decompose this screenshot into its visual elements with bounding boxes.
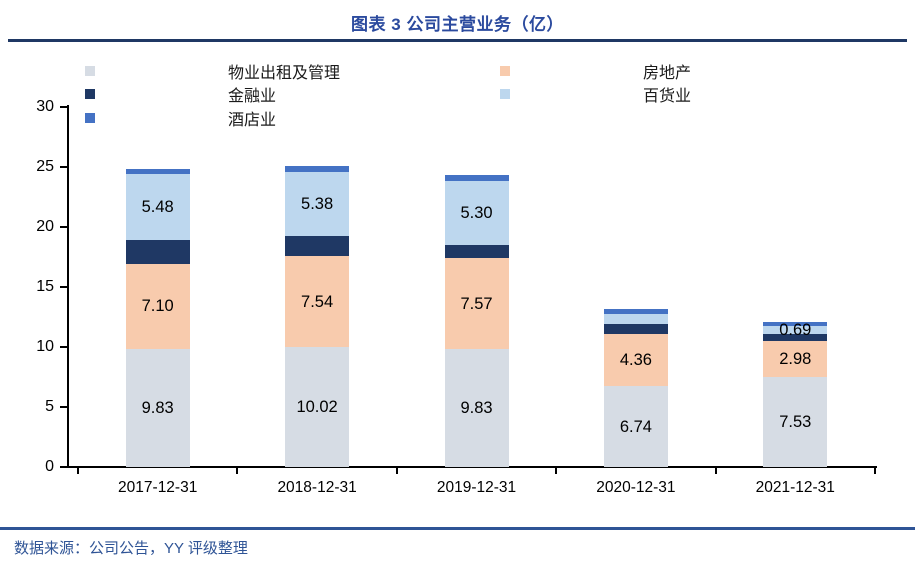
bar-segment xyxy=(603,333,668,387)
legend-swatch-icon xyxy=(500,65,510,76)
x-axis-tick xyxy=(874,468,876,474)
bar-segment xyxy=(444,258,509,350)
bar-segment-value-label: 5.30 xyxy=(460,204,493,223)
bar-segment xyxy=(603,324,668,334)
y-axis-tick-label: 10 xyxy=(36,338,54,355)
data-source-text: 数据来源：公司公告，YY 评级整理 xyxy=(14,540,248,557)
x-axis-tick xyxy=(77,468,79,474)
y-axis-tick-label: 25 xyxy=(36,158,54,175)
bar-segment xyxy=(125,174,190,240)
legend-item: 房地产 xyxy=(500,59,845,83)
legend-item: 金融业 xyxy=(85,83,500,107)
legend-item: 物业出租及管理 xyxy=(85,59,500,83)
bar-segment xyxy=(763,376,828,467)
bar-segment xyxy=(763,334,828,341)
y-axis-tick xyxy=(60,466,67,468)
bar-segment-value-label: 4.36 xyxy=(619,350,652,369)
x-axis-category-label: 2020-12-31 xyxy=(596,479,676,496)
bar-segment xyxy=(125,349,190,467)
plot-area: 0 5 10 15 20 25 30 9.83 7.10 5.48 2017-12-31 10.02 7… xyxy=(36,98,877,496)
bar-segment-value-label: 5.48 xyxy=(141,197,174,216)
x-axis-tick xyxy=(395,468,398,474)
legend-swatch-icon xyxy=(500,89,510,100)
bar-segment-value-label: 7.57 xyxy=(460,294,493,313)
bar-segment-value-label: 9.83 xyxy=(141,399,174,418)
x-axis-category-label: 2021-12-31 xyxy=(755,479,835,496)
legend-item: 百货业 xyxy=(500,83,845,107)
bar-segment xyxy=(444,181,509,245)
bar-segment xyxy=(444,349,509,467)
legend-label: 百货业 xyxy=(643,88,692,106)
x-axis-tick xyxy=(714,468,717,474)
y-axis-tick xyxy=(60,286,67,288)
bar-segment xyxy=(125,263,190,350)
y-axis-tick-label: 5 xyxy=(45,398,54,415)
legend-swatch-icon xyxy=(85,89,95,100)
y-axis-line xyxy=(67,105,69,468)
bar-segment xyxy=(603,314,668,325)
bar-segment-value-label: 9.83 xyxy=(460,399,493,418)
y-axis-tick xyxy=(60,166,67,168)
chart-title: 图表 3 公司主营业务（亿） xyxy=(351,15,564,34)
bar-segment xyxy=(444,174,509,182)
y-axis-tick xyxy=(60,346,67,348)
bar-segment-value-label: 5.38 xyxy=(301,195,334,214)
bar-segment-value-label: 7.10 xyxy=(141,297,174,316)
x-axis-tick xyxy=(555,468,558,474)
legend-swatch-icon xyxy=(85,65,95,76)
y-axis-tick-label: 30 xyxy=(36,98,54,115)
bar-segment xyxy=(763,340,828,377)
bar-segment-value-label: 0.69 xyxy=(779,321,812,340)
y-axis-tick xyxy=(60,406,67,408)
bar-segment xyxy=(763,321,828,326)
x-axis-category-label: 2017-12-31 xyxy=(118,479,198,496)
bar-segment xyxy=(603,386,668,467)
bar-segment-value-label: 2.98 xyxy=(779,349,812,368)
x-axis-tick xyxy=(236,468,239,474)
bar-segment xyxy=(285,171,350,237)
bar-segment xyxy=(285,166,350,172)
x-axis-category-label: 2019-12-31 xyxy=(436,479,517,496)
bar-segment xyxy=(444,245,509,259)
title-divider-line xyxy=(8,39,907,42)
bar-segment xyxy=(603,308,668,315)
legend-label: 房地产 xyxy=(643,64,692,82)
chart-legend: 物业出租及管理 房地产金融业 百货业酒店业 xyxy=(85,59,875,130)
y-axis-tick xyxy=(60,226,67,228)
y-axis-tick xyxy=(60,106,67,108)
legend-label: 物业出租及管理 xyxy=(228,64,341,82)
bar-segment xyxy=(125,168,190,175)
bar-segment-value-label: 10.02 xyxy=(296,397,338,416)
bar-segment-value-label: 7.54 xyxy=(301,292,334,311)
y-axis-tick-label: 20 xyxy=(36,218,54,235)
legend-label: 金融业 xyxy=(228,88,277,106)
legend-item: 酒店业 xyxy=(85,106,500,130)
y-axis-tick-label: 15 xyxy=(36,278,54,295)
bar-segment-value-label: 6.74 xyxy=(619,417,652,436)
x-axis-category-label: 2018-12-31 xyxy=(277,479,357,496)
footer-divider-line xyxy=(0,527,915,530)
bar-segment-value-label: 7.53 xyxy=(779,412,812,431)
y-axis-tick-label: 0 xyxy=(45,458,54,475)
bar-segment xyxy=(285,256,350,347)
legend-label: 酒店业 xyxy=(228,111,277,129)
bar-segment xyxy=(285,236,350,257)
bar-segment xyxy=(285,346,350,467)
x-axis-line xyxy=(67,466,877,468)
bar-segment xyxy=(763,326,828,335)
bar-segment xyxy=(125,239,190,264)
legend-swatch-icon xyxy=(85,112,95,123)
